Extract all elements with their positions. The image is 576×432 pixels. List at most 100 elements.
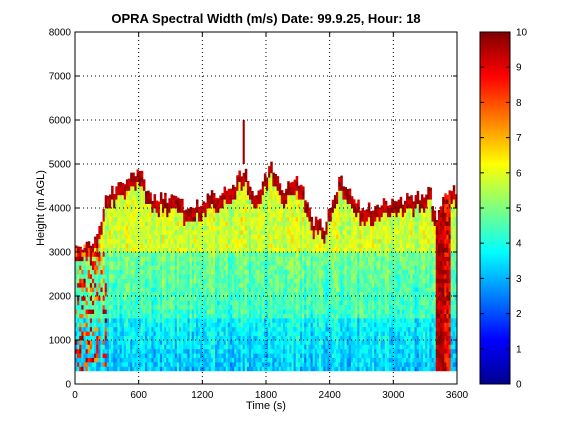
heatmap-cell xyxy=(225,362,229,367)
heatmap-cell xyxy=(331,252,335,257)
heatmap-cell xyxy=(291,203,294,209)
heatmap-cell xyxy=(331,208,335,213)
heatmap-cell xyxy=(221,216,224,222)
heatmap-cell xyxy=(185,357,188,363)
heatmap-cell xyxy=(280,216,284,222)
heatmap-cell xyxy=(263,252,267,257)
heatmap-cell xyxy=(140,243,144,248)
heatmap-cell xyxy=(314,291,318,297)
heatmap-cell xyxy=(210,216,214,222)
heatmap-cell xyxy=(164,192,167,196)
heatmap-cell xyxy=(289,274,292,279)
heatmap-cell xyxy=(244,208,248,213)
heatmap-cell xyxy=(195,340,199,345)
heatmap-cell xyxy=(225,252,229,257)
heatmap-cell xyxy=(293,212,297,218)
heatmap-cell xyxy=(285,348,288,354)
heatmap-cell xyxy=(242,234,246,240)
heatmap-cell xyxy=(240,230,244,235)
heatmap-cell xyxy=(195,274,199,279)
heatmap-cell xyxy=(219,256,222,262)
heatmap-cell xyxy=(111,234,114,240)
heatmap-cell xyxy=(274,252,278,257)
heatmap-cell xyxy=(172,278,176,284)
heatmap-cell xyxy=(323,278,326,284)
heatmap-cell xyxy=(206,225,210,231)
heatmap-cell xyxy=(130,225,133,231)
heatmap-cell xyxy=(174,282,178,288)
heatmap-cell xyxy=(189,309,193,314)
heatmap-cell xyxy=(183,238,186,244)
heatmap-cell xyxy=(278,300,282,306)
heatmap-cell xyxy=(304,212,307,218)
heatmap-cell xyxy=(202,230,205,235)
heatmap-cell xyxy=(287,274,290,279)
heatmap-cell xyxy=(140,234,144,240)
heatmap-cell xyxy=(329,208,333,213)
heatmap-cell xyxy=(253,208,256,213)
heatmap-cell xyxy=(314,252,318,257)
heatmap-cell xyxy=(89,300,93,306)
heatmap-cell xyxy=(142,256,146,262)
heatmap-cell xyxy=(278,221,282,226)
heatmap-cell xyxy=(155,296,159,301)
heatmap-cell xyxy=(202,212,205,218)
heatmap-cell xyxy=(304,256,307,262)
heatmap-cell xyxy=(272,322,275,328)
heatmap-cell xyxy=(227,199,231,204)
heatmap-cell xyxy=(266,208,269,213)
heatmap-cell xyxy=(299,212,303,218)
heatmap-cell xyxy=(336,300,339,306)
heatmap-cell xyxy=(134,199,137,204)
heatmap-cell xyxy=(140,265,144,270)
heatmap-cell xyxy=(159,309,163,314)
heatmap-cell xyxy=(185,335,188,341)
heatmap-cell xyxy=(204,348,207,354)
heatmap-cell xyxy=(331,322,335,328)
heatmap-cell xyxy=(104,287,108,292)
heatmap-cell xyxy=(263,322,267,328)
heatmap-cell xyxy=(255,304,258,310)
heatmap-cell xyxy=(297,304,301,310)
heatmap-cell xyxy=(225,326,229,332)
heatmap-cell xyxy=(312,274,316,279)
heatmap-cell xyxy=(336,243,339,248)
heatmap-cell xyxy=(232,322,235,328)
heatmap-cell xyxy=(108,212,112,218)
heatmap-cell xyxy=(164,230,167,235)
heatmap-cell xyxy=(115,326,118,332)
heatmap-cell xyxy=(125,208,129,213)
heatmap-cell xyxy=(113,300,116,306)
heatmap-cell xyxy=(189,348,193,354)
heatmap-cell xyxy=(263,366,267,372)
heatmap-cell xyxy=(249,194,252,200)
heatmap-cell xyxy=(206,265,210,270)
heatmap-cell xyxy=(132,278,135,284)
heatmap-cell xyxy=(327,269,331,275)
heatmap-cell xyxy=(166,353,169,358)
heatmap-cell xyxy=(113,194,116,200)
heatmap-cell xyxy=(251,331,254,336)
heatmap-cell xyxy=(306,340,309,345)
heatmap-cell xyxy=(206,256,210,262)
heatmap-cell xyxy=(119,234,123,240)
heatmap-cell xyxy=(140,260,144,266)
heatmap-cell xyxy=(242,313,246,319)
heatmap-cell xyxy=(302,230,305,235)
heatmap-cell xyxy=(215,269,218,275)
heatmap-cell xyxy=(176,230,180,235)
heatmap-cell xyxy=(128,309,131,314)
heatmap-cell xyxy=(91,274,95,279)
heatmap-cell xyxy=(319,243,322,248)
heatmap-cell xyxy=(336,230,339,235)
heatmap-cell xyxy=(106,309,110,314)
heatmap-cell xyxy=(106,304,110,310)
heatmap-cell xyxy=(217,335,220,341)
heatmap-cell xyxy=(249,186,252,191)
heatmap-cell xyxy=(198,221,201,226)
heatmap-cell xyxy=(138,274,142,279)
heatmap-cell xyxy=(204,304,207,310)
heatmap-cell xyxy=(329,296,333,301)
heatmap-cell xyxy=(293,300,297,306)
heatmap-cell xyxy=(236,326,239,332)
